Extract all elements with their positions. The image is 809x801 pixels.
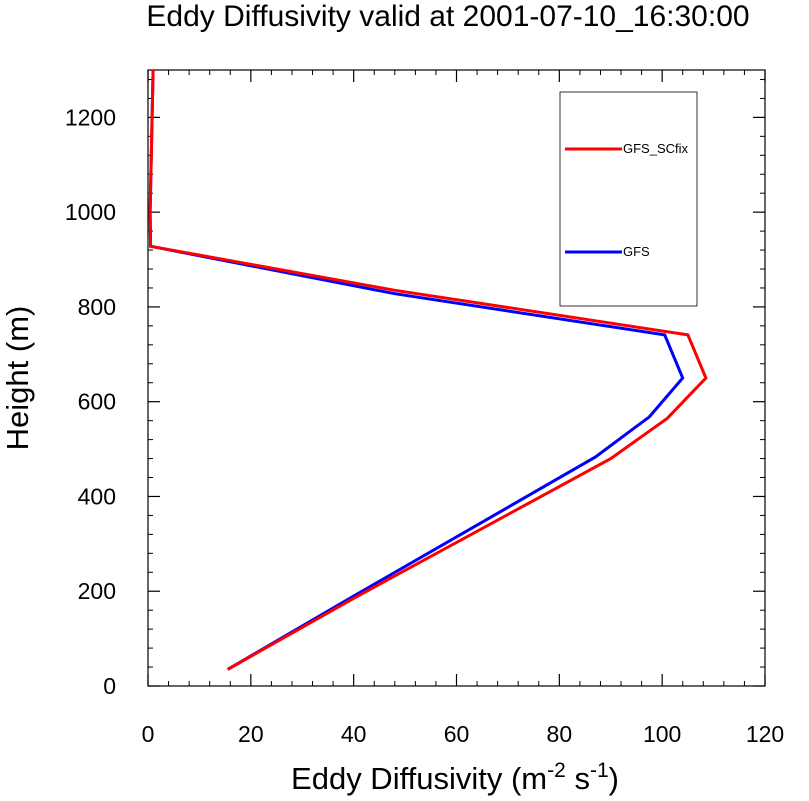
x-tick-label: 80 (547, 721, 573, 747)
x-tick-label: 40 (341, 721, 367, 747)
legend-label-gfs: GFS (623, 244, 650, 259)
plot-frame (147, 69, 766, 687)
series-line-gfs (148, 69, 685, 671)
y-tick-label: 0 (103, 673, 116, 699)
x-tick-label: 60 (444, 721, 470, 747)
series-layer (148, 69, 708, 671)
y-tick-label: 200 (78, 578, 116, 604)
y-tick-label: 400 (78, 483, 116, 509)
chart-title: Eddy Diffusivity valid at 2001-07-10_16:… (146, 0, 749, 33)
legend-box (559, 91, 698, 307)
series-line-gfs-scfix (148, 69, 708, 671)
y-tick-label: 600 (78, 389, 116, 415)
x-tick-label: 120 (746, 721, 784, 747)
y-axis-label: Height (m) (0, 306, 35, 451)
legend: GFS_SCfix GFS (559, 91, 698, 307)
x-tick-label: 20 (238, 721, 264, 747)
x-tick-label: 0 (142, 721, 155, 747)
y-tick-label: 1200 (65, 104, 116, 130)
legend-label-gfs-scfix: GFS_SCfix (623, 141, 689, 156)
y-tick-label: 1000 (65, 199, 116, 225)
y-tick-label: 800 (78, 294, 116, 320)
x-axis-label: Eddy Diffusivity (m-2 s-1) (291, 759, 619, 796)
x-tick-label: 100 (643, 721, 681, 747)
